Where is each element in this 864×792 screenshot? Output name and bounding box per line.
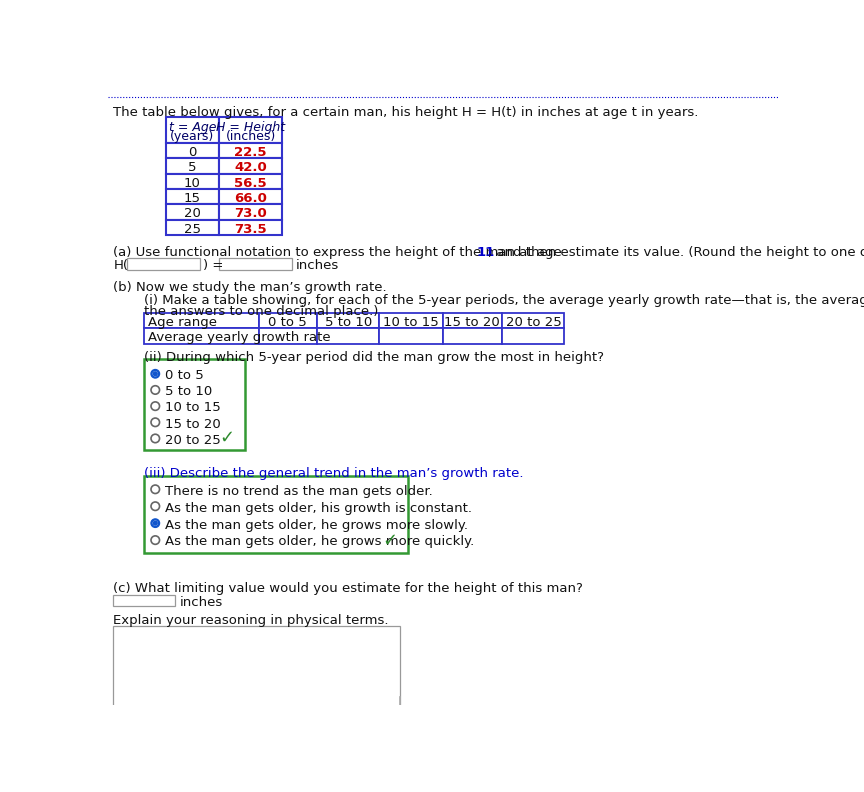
Bar (166, 219, 219, 235)
Text: 73.0: 73.0 (234, 208, 267, 220)
Text: (ii) During which 5-year period did the man grow the most in height?: (ii) During which 5-year period did the … (144, 351, 605, 364)
Bar (219, 189, 283, 204)
Bar (127, 258, 200, 270)
Text: 15: 15 (184, 192, 201, 205)
Text: inches: inches (295, 259, 339, 272)
Text: 0 to 5: 0 to 5 (164, 369, 203, 383)
Bar (144, 359, 245, 450)
Text: As the man gets older, his growth is constant.: As the man gets older, his growth is con… (165, 501, 473, 515)
Text: 15 to 20: 15 to 20 (444, 316, 500, 329)
Bar (219, 158, 283, 173)
Bar (219, 258, 292, 270)
Text: There is no trend as the man gets older.: There is no trend as the man gets older. (165, 485, 433, 497)
Text: 10 to 15: 10 to 15 (164, 402, 220, 414)
Bar (113, 626, 400, 706)
Text: 11: 11 (477, 246, 495, 259)
Text: the answers to one decimal place.): the answers to one decimal place.) (144, 305, 378, 318)
Text: 20 to 25: 20 to 25 (164, 434, 220, 447)
Bar (144, 313, 259, 329)
Text: 20: 20 (184, 208, 201, 220)
Text: (i) Make a table showing, for each of the 5-year periods, the average yearly gro: (i) Make a table showing, for each of th… (144, 295, 864, 307)
Text: 5 to 10: 5 to 10 (325, 316, 372, 329)
Bar (259, 313, 317, 329)
Bar (166, 158, 219, 173)
Text: (years): (years) (170, 131, 214, 143)
Text: 22.5: 22.5 (234, 146, 267, 159)
Text: (c) What limiting value would you estimate for the height of this man?: (c) What limiting value would you estima… (113, 582, 583, 596)
Text: 0 to 5: 0 to 5 (269, 316, 308, 329)
Text: Explain your reasoning in physical terms.: Explain your reasoning in physical terms… (113, 614, 389, 627)
Bar (166, 189, 219, 204)
Bar (317, 329, 379, 344)
Text: 42.0: 42.0 (234, 162, 267, 174)
Bar (219, 219, 283, 235)
Text: t = Age: t = Age (168, 121, 216, 134)
Text: ) =: ) = (202, 259, 223, 272)
Text: H(: H( (113, 259, 129, 272)
Bar (144, 329, 259, 344)
Text: As the man gets older, he grows more slowly.: As the man gets older, he grows more slo… (165, 519, 468, 531)
Bar (166, 173, 219, 189)
Bar (166, 116, 219, 143)
Text: 56.5: 56.5 (234, 177, 267, 189)
Bar (219, 116, 283, 143)
Text: The table below gives, for a certain man, his height H = H(t) in inches at age t: The table below gives, for a certain man… (113, 106, 699, 119)
Bar (166, 143, 219, 158)
Bar (379, 313, 442, 329)
Text: Average yearly growth rate: Average yearly growth rate (149, 331, 331, 345)
Text: 10 to 15: 10 to 15 (383, 316, 439, 329)
Bar (219, 204, 283, 219)
Text: 10: 10 (184, 177, 201, 189)
Text: ✓: ✓ (219, 429, 234, 447)
Bar (166, 204, 219, 219)
Text: 73.5: 73.5 (234, 223, 267, 236)
Text: 5 to 10: 5 to 10 (164, 386, 212, 398)
Bar (503, 313, 564, 329)
Circle shape (153, 372, 157, 375)
Bar (259, 329, 317, 344)
Circle shape (153, 521, 157, 525)
Bar (113, 595, 175, 607)
Text: ✓: ✓ (382, 532, 397, 550)
Bar (442, 329, 503, 344)
Bar (442, 313, 503, 329)
Text: 20 to 25: 20 to 25 (505, 316, 562, 329)
Bar (144, 476, 408, 553)
Text: As the man gets older, he grows more quickly.: As the man gets older, he grows more qui… (165, 535, 474, 549)
Text: 0: 0 (188, 146, 197, 159)
Text: 25: 25 (184, 223, 201, 236)
Circle shape (151, 519, 160, 527)
Circle shape (153, 372, 157, 375)
Text: 15 to 20: 15 to 20 (164, 417, 220, 431)
Bar (503, 329, 564, 344)
Text: 5: 5 (188, 162, 197, 174)
Circle shape (151, 370, 160, 378)
Text: (inches): (inches) (226, 131, 276, 143)
Circle shape (153, 521, 157, 525)
Text: (b) Now we study the man’s growth rate.: (b) Now we study the man’s growth rate. (113, 280, 387, 294)
Text: , and then estimate its value. (Round the height to one decimal place.): , and then estimate its value. (Round th… (488, 246, 864, 259)
Bar (379, 329, 442, 344)
Bar (219, 143, 283, 158)
Bar (219, 173, 283, 189)
Text: Age range: Age range (149, 316, 218, 329)
Text: H = Height: H = Height (216, 121, 285, 134)
Bar (317, 313, 379, 329)
Text: inches: inches (180, 596, 223, 608)
Text: 66.0: 66.0 (234, 192, 267, 205)
Text: (a) Use functional notation to express the height of the man at age: (a) Use functional notation to express t… (113, 246, 567, 259)
Text: (iii) Describe the general trend in the man’s growth rate.: (iii) Describe the general trend in the … (144, 467, 524, 480)
